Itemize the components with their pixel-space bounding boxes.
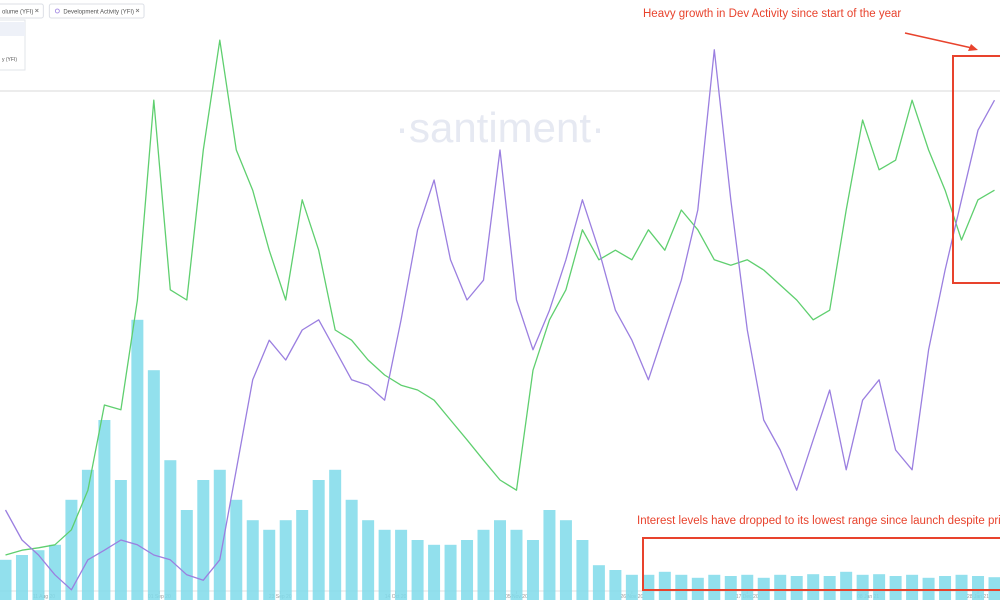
volume-bar bbox=[873, 574, 886, 600]
volume-bar bbox=[708, 574, 721, 600]
annotation-text: Interest levels have dropped to its lowe… bbox=[637, 515, 1000, 527]
volume-bar bbox=[98, 420, 111, 600]
volume-bar bbox=[65, 499, 78, 600]
legend-tab: olume (YFI) bbox=[0, 3, 44, 19]
volume-bar bbox=[494, 520, 506, 600]
volume-bar bbox=[609, 570, 622, 600]
volume-bar bbox=[790, 576, 803, 600]
volume-bar bbox=[312, 480, 325, 600]
volume-bar bbox=[939, 576, 952, 600]
volume-bar bbox=[510, 529, 523, 600]
volume-bar bbox=[543, 510, 556, 600]
volume-bar bbox=[906, 574, 919, 600]
volume-bar bbox=[131, 319, 144, 600]
tab-close[interactable] bbox=[35, 8, 39, 13]
volume-bar bbox=[48, 544, 61, 600]
volume-bar bbox=[15, 555, 28, 600]
volume-bar bbox=[955, 574, 968, 600]
volume-bar bbox=[889, 576, 902, 600]
volume-bar bbox=[428, 544, 441, 600]
arrow-head bbox=[968, 44, 978, 51]
volume-bar bbox=[477, 529, 490, 600]
legend: olume (YFI) Development Activity (YFI) bbox=[0, 3, 145, 19]
volume-bar bbox=[691, 577, 704, 600]
volume-bar bbox=[197, 480, 210, 600]
volume-bar bbox=[658, 571, 671, 600]
series-line bbox=[4, 49, 996, 591]
volume-bar bbox=[856, 574, 869, 600]
volume-bar bbox=[922, 577, 935, 600]
legend-icon bbox=[54, 8, 60, 14]
annotation-box bbox=[642, 537, 1000, 591]
annotation-top: Heavy growth in Dev Activity since start… bbox=[643, 8, 1000, 284]
volume-bar bbox=[329, 469, 342, 600]
volume-bar bbox=[296, 510, 309, 600]
legend-tab: Development Activity (YFI) bbox=[48, 3, 145, 19]
volume-bar bbox=[757, 577, 770, 600]
volume-bar bbox=[724, 576, 737, 600]
volume-bar bbox=[147, 370, 160, 600]
volume-bar bbox=[774, 574, 787, 600]
annotation-bottom: Interest levels have dropped to its lowe… bbox=[637, 515, 1000, 591]
tab-close[interactable] bbox=[135, 8, 140, 13]
volume-bar bbox=[592, 565, 605, 600]
volume-bar bbox=[444, 544, 457, 600]
side-label: y (YFI) bbox=[2, 57, 17, 63]
volume-bar bbox=[345, 499, 358, 600]
volume-bar bbox=[576, 540, 589, 600]
series-line bbox=[5, 39, 995, 556]
legend-label: olume (YFI) bbox=[2, 10, 33, 16]
volume-bar bbox=[461, 540, 474, 600]
tab-box bbox=[0, 3, 44, 19]
volume-bar bbox=[263, 529, 276, 600]
volume-bar bbox=[180, 510, 193, 600]
volume-bar bbox=[164, 460, 177, 600]
volume-bar bbox=[988, 577, 1000, 600]
annotation-box bbox=[952, 55, 1000, 284]
volume-bar bbox=[642, 574, 655, 600]
watermark: ·santiment· bbox=[395, 104, 605, 151]
tab-box bbox=[48, 3, 145, 19]
side-panel: y (YFI) bbox=[0, 19, 26, 71]
volume-bar bbox=[279, 520, 292, 600]
volume-bar bbox=[559, 520, 572, 600]
volume-bar bbox=[213, 469, 226, 600]
volume-bar bbox=[526, 540, 539, 600]
volume-bar bbox=[675, 574, 688, 600]
volume-bar bbox=[972, 576, 985, 600]
volume-bar bbox=[823, 576, 836, 600]
annotation-text: Heavy growth in Dev Activity since start… bbox=[643, 8, 901, 20]
volume-bar bbox=[362, 520, 375, 600]
volume-bar bbox=[32, 550, 45, 600]
volume-bar bbox=[807, 574, 820, 600]
annotation-arrow bbox=[904, 32, 973, 49]
volume-bar bbox=[395, 529, 408, 600]
volume-bar bbox=[625, 574, 638, 600]
plot: 11 Aug 2001 Sep 2023 Sep 2014 Oct 2005 N… bbox=[0, 39, 1000, 600]
side-panel-highlight bbox=[0, 22, 25, 36]
volume-bar bbox=[741, 574, 754, 600]
legend-label: Development Activity (YFI) bbox=[63, 10, 134, 16]
volume-bar bbox=[230, 499, 243, 600]
volume-bar bbox=[246, 520, 259, 600]
volume-bar bbox=[840, 571, 853, 600]
volume-bar bbox=[411, 540, 424, 600]
volume-bar bbox=[378, 529, 391, 600]
volume-bar bbox=[0, 559, 12, 600]
volume-bar bbox=[81, 469, 94, 600]
